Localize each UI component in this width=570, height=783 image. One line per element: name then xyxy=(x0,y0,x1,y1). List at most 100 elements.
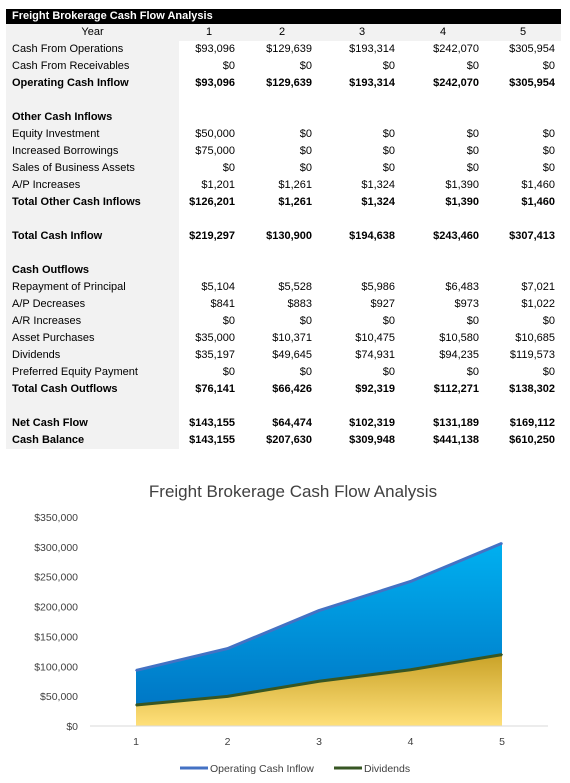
row-label: Net Cash Flow xyxy=(6,415,179,432)
table-row: Total Other Cash Inflows $126,201 $1,261 $1… xyxy=(6,194,561,211)
cell-year-4: $0 xyxy=(466,162,479,174)
cell-year-1: $35,000 xyxy=(195,332,235,344)
cell-year-5: $0 xyxy=(542,145,555,157)
cell-year-5: $0 xyxy=(542,366,555,378)
cell-year-4: $242,070 xyxy=(433,77,479,89)
cell-year-2: $0 xyxy=(299,315,312,327)
cell-year-1: $75,000 xyxy=(195,145,235,157)
table-body: Cash From Operations $93,096 $129,639 $193,… xyxy=(6,41,561,449)
data-point xyxy=(135,704,137,706)
table-row: Cash From Receivables $0 $0 $0 $0 $0 xyxy=(6,58,561,75)
cell-year-5: $169,112 xyxy=(509,417,555,429)
data-point xyxy=(135,669,137,672)
table-row: Preferred Equity Payment $0 $0 $0 $0 $0 xyxy=(6,364,561,381)
y-tick-label: $350,000 xyxy=(34,512,78,524)
cell-year-4: $0 xyxy=(466,60,479,72)
row-label: Equity Investment xyxy=(6,126,179,143)
cell-year-3: $1,324 xyxy=(361,179,395,191)
table-title: Freight Brokerage Cash Flow Analysis xyxy=(12,10,213,22)
cell-year-2: $883 xyxy=(287,298,312,310)
cell-year-5: $305,954 xyxy=(509,77,555,89)
cell-year-2: $66,426 xyxy=(272,383,312,395)
cell-year-1: $0 xyxy=(222,162,235,174)
chart-legend: Operating Cash Inflow Dividends xyxy=(180,763,410,775)
cell-year-2: $64,474 xyxy=(272,417,312,429)
cash-flow-chart: Freight Brokerage Cash Flow Analysis $0 $… xyxy=(0,470,570,783)
cell-year-1: $0 xyxy=(222,60,235,72)
table-row: Asset Purchases $35,000 $10,371 $10,475 $10,… xyxy=(6,330,561,347)
cell-year-2: $207,630 xyxy=(266,434,312,446)
y-tick-label: $200,000 xyxy=(34,602,78,614)
cell-year-3: $309,948 xyxy=(349,434,395,446)
year-label: Year xyxy=(6,24,179,41)
data-point xyxy=(318,680,320,683)
y-tick-label: $0 xyxy=(66,721,78,733)
area-dividends xyxy=(136,654,502,726)
cell-year-1: $143,155 xyxy=(189,417,235,429)
y-tick-label: $100,000 xyxy=(34,661,78,673)
row-label: A/R Increases xyxy=(6,313,179,330)
cell-year-3: $0 xyxy=(382,315,395,327)
data-point xyxy=(226,647,229,650)
table-row: A/P Decreases $841 $883 $927 $973 $1,022 xyxy=(6,296,561,313)
cell-year-3: $74,931 xyxy=(355,349,395,361)
cell-year-3: $0 xyxy=(382,145,395,157)
cell-year-1: $143,155 xyxy=(189,434,235,446)
data-point xyxy=(409,580,412,583)
row-label: Asset Purchases xyxy=(6,330,179,347)
row-label xyxy=(6,211,179,228)
cell-year-3: $10,475 xyxy=(355,332,395,344)
y-tick-label: $250,000 xyxy=(34,572,78,584)
row-label: Cash From Operations xyxy=(6,41,179,58)
row-label xyxy=(6,92,179,109)
cell-year-2: $1,261 xyxy=(278,196,312,208)
cell-year-1: $219,297 xyxy=(189,230,235,242)
row-label: Total Cash Outflows xyxy=(6,381,179,398)
year-header-3: 3 xyxy=(358,26,366,38)
cell-year-3: $193,314 xyxy=(349,43,395,55)
cell-year-4: $973 xyxy=(454,298,479,310)
cell-year-2: $49,645 xyxy=(272,349,312,361)
cell-year-4: $94,235 xyxy=(439,349,479,361)
cell-year-3: $102,319 xyxy=(349,417,395,429)
table-row: Net Cash Flow $143,155 $64,474 $102,319 $131… xyxy=(6,415,561,432)
row-label: Other Cash Inflows xyxy=(6,109,179,126)
cell-year-5: $610,250 xyxy=(509,434,555,446)
row-label: Repayment of Principal xyxy=(6,279,179,296)
table-row: Cash Outflows xyxy=(6,262,561,279)
row-label: A/P Increases xyxy=(6,177,179,194)
table-row xyxy=(6,211,561,228)
cell-year-3: $927 xyxy=(370,298,395,310)
cell-year-4: $243,460 xyxy=(433,230,479,242)
data-point xyxy=(501,542,503,545)
cell-year-4: $1,390 xyxy=(445,179,479,191)
row-label: Cash From Receivables xyxy=(6,58,179,75)
cell-year-5: $0 xyxy=(542,315,555,327)
cell-year-2: $129,639 xyxy=(266,43,312,55)
cell-year-4: $441,138 xyxy=(433,434,479,446)
cell-year-1: $93,096 xyxy=(195,43,235,55)
table-row: Increased Borrowings $75,000 $0 $0 $0 $0 xyxy=(6,143,561,160)
cell-year-1: $5,104 xyxy=(201,281,235,293)
year-header-1: 1 xyxy=(205,26,213,38)
cell-year-4: $0 xyxy=(466,145,479,157)
x-axis: 1 2 3 4 5 xyxy=(133,736,505,748)
data-point xyxy=(318,609,320,612)
cell-year-2: $130,900 xyxy=(266,230,312,242)
cell-year-2: $0 xyxy=(299,60,312,72)
table-row: A/P Increases $1,201 $1,261 $1,324 $1,390 $1,… xyxy=(6,177,561,194)
cell-year-5: $10,685 xyxy=(515,332,555,344)
cell-year-1: $50,000 xyxy=(195,128,235,140)
cell-year-4: $0 xyxy=(466,366,479,378)
row-label: Total Cash Inflow xyxy=(6,228,179,245)
table-row: Cash Balance $143,155 $207,630 $309,948 $441… xyxy=(6,432,561,449)
cell-year-4: $112,271 xyxy=(433,383,479,395)
row-label xyxy=(6,245,179,262)
y-tick-label: $50,000 xyxy=(40,691,78,703)
year-header-row: Year 1 2 3 4 5 xyxy=(6,24,561,41)
cell-year-4: $242,070 xyxy=(433,43,479,55)
cell-year-3: $0 xyxy=(382,366,395,378)
table-row: Dividends $35,197 $49,645 $74,931 $94,235 $11… xyxy=(6,347,561,364)
cell-year-4: $0 xyxy=(466,128,479,140)
cell-year-3: $0 xyxy=(382,60,395,72)
